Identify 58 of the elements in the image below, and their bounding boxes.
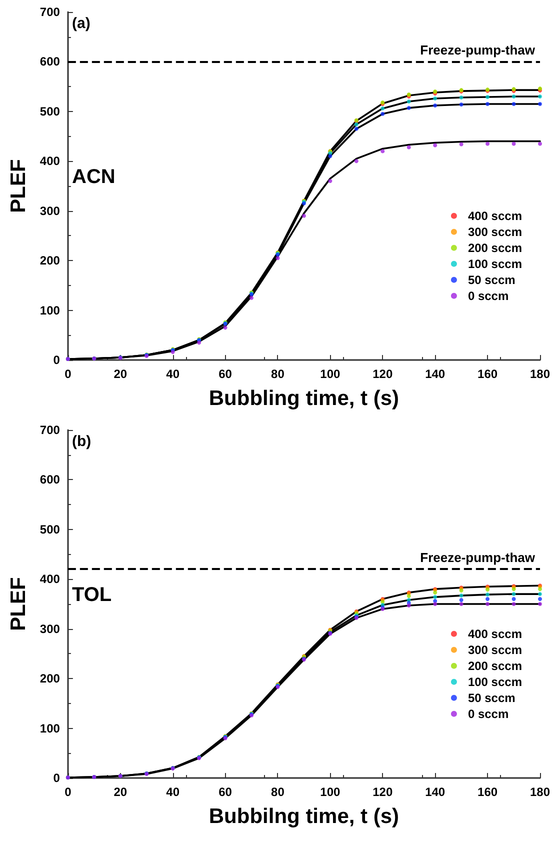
annotation: (a) bbox=[72, 15, 90, 32]
y-tick-label: 400 bbox=[40, 154, 60, 168]
y-tick-label: 700 bbox=[40, 5, 60, 19]
y-tick-label: 400 bbox=[40, 572, 60, 586]
x-tick-label: 60 bbox=[218, 785, 232, 799]
x-tick-label: 180 bbox=[530, 367, 550, 381]
x-axis-title: Bubbilng time, t (s) bbox=[208, 805, 400, 828]
y-tick-label: 500 bbox=[40, 104, 60, 118]
y-tick-label: 200 bbox=[40, 254, 60, 268]
x-tick-label: 100 bbox=[320, 785, 341, 799]
y-axis-title: PLEF bbox=[7, 158, 30, 213]
y-tick-label: 200 bbox=[40, 672, 60, 686]
legend-label: 300 sccm bbox=[468, 224, 522, 239]
y-tick-label: 600 bbox=[40, 472, 60, 487]
x-tick-label: 100 bbox=[320, 367, 341, 381]
x-tick-label: 140 bbox=[425, 367, 446, 381]
y-tick-label: 300 bbox=[40, 204, 60, 218]
x-tick-label: 80 bbox=[271, 367, 285, 381]
x-tick-label: 180 bbox=[530, 785, 550, 799]
x-tick-label: 160 bbox=[478, 367, 498, 381]
x-tick-label: 40 bbox=[166, 367, 180, 381]
legend-label: 50 sccm bbox=[468, 690, 516, 705]
legend-label: 0 sccm bbox=[468, 706, 509, 721]
ref-line-label: Freeze-pump-thaw bbox=[420, 550, 536, 566]
ref-line-label: Freeze-pump-thaw bbox=[420, 42, 536, 58]
x-tick-label: 40 bbox=[166, 785, 180, 799]
y-tick-label: 300 bbox=[40, 622, 60, 636]
y-tick-label: 0 bbox=[53, 353, 60, 367]
legend-label: 50 sccm bbox=[468, 272, 516, 287]
y-tick-label: 0 bbox=[53, 771, 60, 785]
x-tick-label: 160 bbox=[478, 785, 498, 799]
legend-label: 400 sccm bbox=[468, 626, 522, 641]
legend-label: 200 sccm bbox=[468, 240, 522, 255]
y-tick-label: 700 bbox=[40, 423, 60, 437]
x-tick-label: 0 bbox=[64, 785, 72, 799]
x-tick-label: 20 bbox=[114, 367, 128, 381]
annotation: TOL bbox=[72, 584, 112, 606]
legend-label: 300 sccm bbox=[468, 642, 522, 657]
x-tick-label: 80 bbox=[271, 785, 285, 799]
legend-label: 100 sccm bbox=[468, 674, 522, 689]
annotation: (b) bbox=[72, 433, 92, 450]
x-tick-label: 60 bbox=[218, 367, 232, 381]
legend-label: 0 sccm bbox=[468, 288, 509, 303]
x-tick-label: 120 bbox=[372, 367, 393, 381]
legend-label: 400 sccm bbox=[468, 208, 522, 223]
x-tick-label: 0 bbox=[64, 367, 72, 381]
legend-label: 200 sccm bbox=[468, 658, 522, 673]
y-tick-label: 100 bbox=[40, 303, 60, 318]
x-tick-label: 140 bbox=[425, 785, 446, 799]
y-tick-label: 500 bbox=[40, 522, 60, 536]
legend-label: 100 sccm bbox=[468, 256, 522, 271]
x-axis-title: Bubbling time, t (s) bbox=[208, 387, 400, 410]
x-tick-label: 20 bbox=[114, 785, 128, 799]
x-tick-label: 120 bbox=[372, 785, 393, 799]
y-tick-label: 100 bbox=[40, 721, 60, 736]
annotation: ACN bbox=[72, 166, 116, 188]
y-axis-title: PLEF bbox=[7, 576, 30, 631]
y-tick-label: 600 bbox=[40, 54, 60, 69]
